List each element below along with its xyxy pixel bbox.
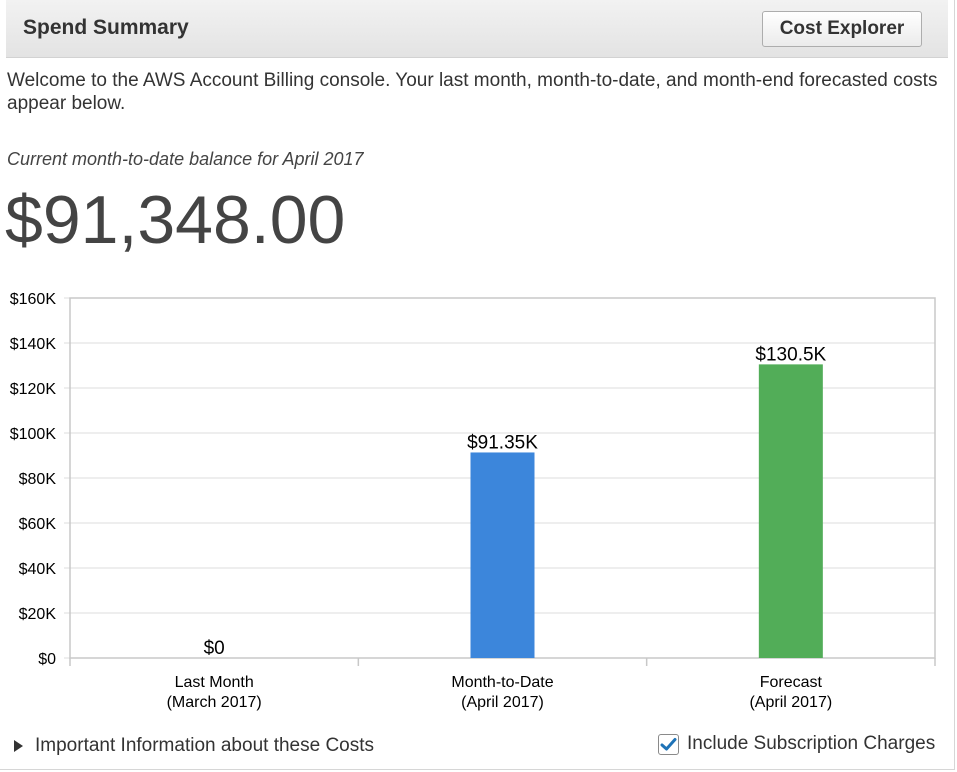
y-tick-label: $20K: [19, 606, 57, 623]
spend-bar-chart: $0 $20K $40K $60K $80K $100K $120K $140K $160K $0…: [10, 291, 936, 711]
y-tick-label: $140K: [10, 336, 57, 353]
balance-amount: $91,348.00: [5, 182, 346, 258]
x-tick-label: Forecast: [760, 674, 823, 691]
subscription-label: Include Subscription Charges: [687, 733, 936, 754]
welcome-text: Welcome to the AWS Account Billing conso…: [7, 70, 938, 114]
y-tick-label: $100K: [10, 426, 57, 443]
panel-header: Spend Summary Cost Explorer: [6, 0, 948, 58]
data-label: $0: [204, 638, 225, 659]
data-label: $130.5K: [755, 344, 826, 365]
y-tick-label: $40K: [19, 561, 57, 578]
x-tick-label: Month-to-Date: [451, 674, 553, 691]
bar-2: [758, 364, 823, 658]
page-title: Spend Summary: [23, 16, 189, 39]
y-tick-label: $120K: [10, 381, 57, 398]
y-tick-label: $160K: [10, 291, 57, 308]
x-tick-label: (April 2017): [461, 694, 544, 711]
balance-label: Current month-to-date balance for April …: [7, 149, 364, 169]
x-tick-label: (March 2017): [167, 694, 262, 711]
y-tick-label: $80K: [19, 471, 57, 488]
subscription-checkbox[interactable]: [658, 733, 679, 755]
include-subscription-toggle[interactable]: Include Subscription Charges: [658, 733, 935, 755]
important-info-label: Important Information about these Costs: [35, 735, 375, 756]
checkmark-icon: [660, 737, 677, 750]
data-label: $91.35K: [467, 432, 538, 453]
x-tick-label: Last Month: [175, 674, 254, 691]
y-tick-label: $0: [38, 651, 56, 668]
cost-explorer-button[interactable]: Cost Explorer: [762, 11, 922, 47]
important-info-toggle[interactable]: Important Information about these Costs: [14, 735, 374, 757]
expand-triangle-icon: [14, 740, 23, 752]
y-tick-label: $60K: [19, 516, 57, 533]
bar-1: [470, 452, 535, 658]
x-tick-label: (April 2017): [749, 694, 832, 711]
